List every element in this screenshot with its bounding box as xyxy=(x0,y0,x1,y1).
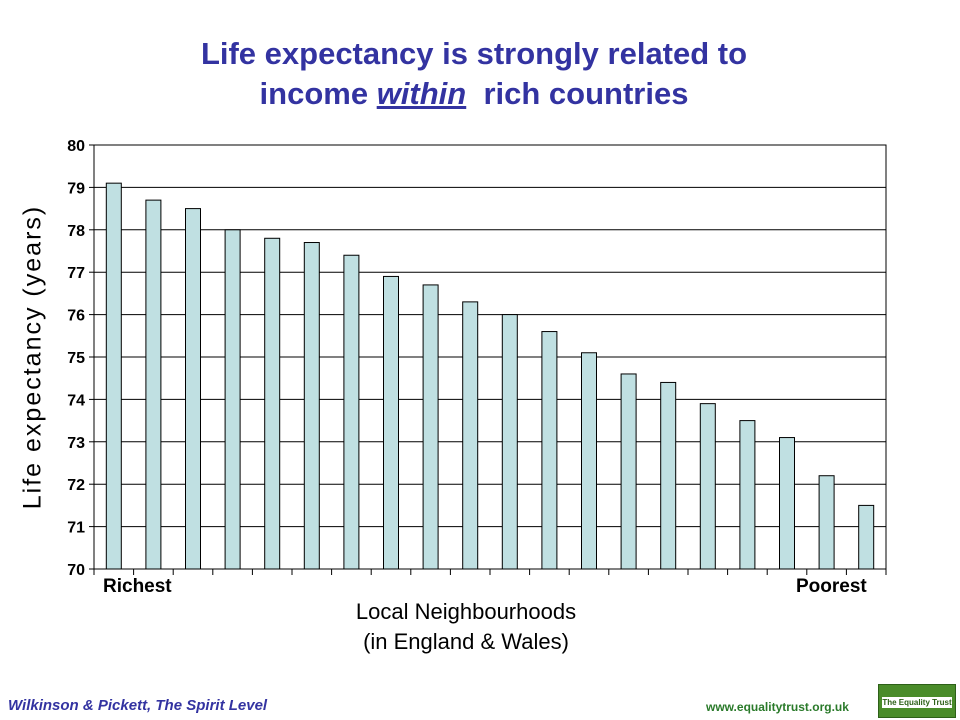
y-tick-label: 70 xyxy=(67,562,85,579)
bar xyxy=(779,437,795,570)
bar xyxy=(422,284,439,570)
y-tick-label: 80 xyxy=(67,138,85,155)
bar xyxy=(145,199,162,570)
bar xyxy=(660,381,677,570)
bar xyxy=(224,229,241,570)
y-tick-label: 79 xyxy=(67,180,85,197)
bar xyxy=(303,242,320,570)
x-start-label: Richest xyxy=(103,576,172,597)
bar xyxy=(739,420,756,570)
y-tick-label: 71 xyxy=(67,520,85,537)
bar xyxy=(264,237,281,570)
x-axis-label-line1: Local Neighbourhoods xyxy=(355,599,577,624)
y-tick-label: 78 xyxy=(67,223,85,240)
bar xyxy=(501,314,518,570)
bar xyxy=(383,275,399,570)
footer-url-link[interactable]: www.equalitytrust.org.uk xyxy=(706,700,849,714)
bar xyxy=(858,504,875,570)
y-tick-label: 72 xyxy=(67,477,85,494)
bar xyxy=(185,208,201,570)
bar xyxy=(541,331,558,570)
y-axis-label: Life expectancy (years) xyxy=(18,204,47,510)
x-axis-label-line2: (in England & Wales) xyxy=(363,629,569,654)
y-tick-label: 73 xyxy=(67,435,85,452)
logo-text: The Equality Trust xyxy=(882,697,952,708)
bar xyxy=(105,182,122,570)
chart-title-prefix: income xyxy=(259,76,377,111)
chart-title-suffix: rich countries xyxy=(466,76,689,111)
y-tick-label: 76 xyxy=(67,308,85,325)
x-axis-label: Local Neighbourhoods (in England & Wales… xyxy=(356,597,576,657)
bar xyxy=(620,373,637,570)
chart-title: Life expectancy is strongly related to i… xyxy=(0,34,948,114)
bar xyxy=(818,475,835,570)
y-tick-label: 74 xyxy=(67,392,85,409)
chart-title-emphasis: within xyxy=(376,76,467,111)
chart-title-line2: income within rich countries xyxy=(0,74,948,114)
y-tick-label: 77 xyxy=(67,265,85,282)
bar xyxy=(462,301,479,570)
bar xyxy=(343,254,360,570)
y-tick-label: 75 xyxy=(67,350,85,367)
footer-citation: Wilkinson & Pickett, The Spirit Level xyxy=(8,697,268,714)
bar xyxy=(581,352,597,570)
equality-trust-logo: The Equality Trust xyxy=(878,684,956,718)
bar xyxy=(699,403,716,570)
x-end-label: Poorest xyxy=(796,576,867,597)
chart-title-line1: Life expectancy is strongly related to xyxy=(200,36,748,71)
